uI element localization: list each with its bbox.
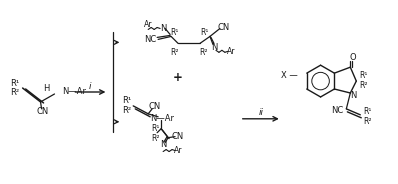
- Text: CN: CN: [148, 102, 160, 111]
- Text: H: H: [43, 84, 50, 93]
- Text: N—Ar: N—Ar: [62, 86, 86, 95]
- Text: R¹: R¹: [151, 124, 159, 133]
- Text: N: N: [211, 43, 217, 52]
- Text: R¹: R¹: [359, 71, 367, 80]
- Text: X —: X —: [281, 71, 298, 80]
- Text: R²: R²: [10, 89, 19, 98]
- Text: Ar: Ar: [174, 146, 182, 155]
- Text: R²: R²: [200, 48, 208, 57]
- Text: N: N: [160, 140, 166, 149]
- Text: Ar: Ar: [226, 47, 235, 56]
- Text: R²: R²: [122, 106, 131, 115]
- Text: R²: R²: [359, 81, 367, 90]
- Text: R¹: R¹: [10, 79, 19, 88]
- Text: +: +: [173, 71, 183, 84]
- Text: R¹: R¹: [170, 28, 178, 37]
- Text: N: N: [350, 91, 357, 100]
- Text: R²: R²: [363, 117, 371, 126]
- Text: ii: ii: [258, 108, 263, 117]
- Text: R²: R²: [170, 48, 178, 57]
- Text: R¹: R¹: [200, 28, 208, 37]
- Text: NC: NC: [331, 106, 343, 115]
- Text: R²: R²: [151, 134, 160, 143]
- Text: N—Ar: N—Ar: [150, 114, 174, 123]
- Text: NC: NC: [144, 35, 156, 44]
- Text: N: N: [160, 24, 166, 33]
- Text: i: i: [89, 82, 92, 91]
- Text: CN: CN: [218, 23, 230, 32]
- Text: R¹: R¹: [122, 96, 131, 105]
- Text: O: O: [349, 53, 356, 62]
- Text: R¹: R¹: [363, 107, 371, 116]
- Text: Ar: Ar: [144, 20, 152, 29]
- Text: CN: CN: [37, 107, 49, 116]
- Text: CN: CN: [172, 132, 184, 141]
